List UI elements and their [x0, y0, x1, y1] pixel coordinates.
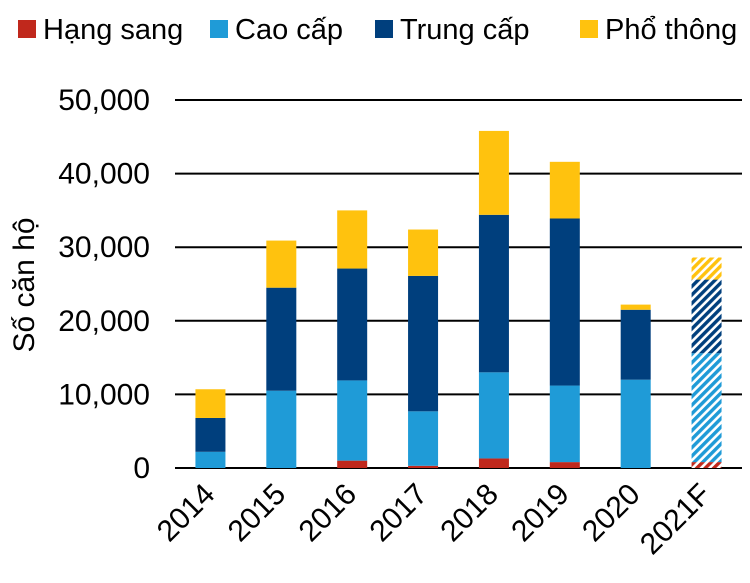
bar-hang-sang-2017	[408, 465, 439, 468]
bar-trung-cap-2017	[408, 275, 439, 412]
bar-trung-cap-2015	[266, 287, 297, 391]
legend-swatch-cao-cap	[210, 20, 228, 38]
gridlines	[175, 99, 742, 469]
legend-label-trung-cap: Trung cấp	[400, 14, 530, 46]
bar-cao-cap-2020	[620, 379, 651, 468]
bar-pho-thong-2014	[195, 389, 226, 418]
bar-hang-sang-2021f	[691, 462, 722, 468]
y-tick-label: 40,000	[58, 158, 150, 191]
y-tick-label: 0	[133, 452, 150, 485]
bar-pho-thong-2018	[478, 130, 509, 215]
bar-cao-cap-2014	[195, 451, 226, 468]
y-tick-label: 50,000	[58, 84, 150, 117]
legend-swatch-hang-sang	[18, 20, 36, 38]
bar-trung-cap-2018	[478, 214, 509, 373]
y-tick-label: 20,000	[58, 305, 150, 338]
bar-pho-thong-2016	[337, 210, 368, 269]
x-tick-label: 2019	[505, 478, 576, 549]
bar-cao-cap-2016	[337, 380, 368, 461]
bar-cao-cap-2019	[549, 385, 580, 463]
x-tick-label: 2018	[434, 478, 505, 549]
bar-trung-cap-2021f	[691, 279, 722, 354]
legend-label-pho-thong: Phổ thông	[605, 14, 737, 46]
x-tick-label: 2014	[151, 478, 222, 549]
bar-hang-sang-2019	[549, 462, 580, 468]
y-tick-label: 10,000	[58, 378, 150, 411]
bar-hang-sang-2016	[337, 460, 368, 468]
bar-pho-thong-2020	[620, 304, 651, 310]
x-tick-label: 2016	[293, 478, 364, 549]
bars	[195, 130, 722, 468]
y-tick-label: 30,000	[58, 231, 150, 264]
bar-hang-sang-2018	[478, 458, 509, 468]
y-axis-label: Số căn hộ	[8, 217, 41, 352]
bar-pho-thong-2017	[408, 229, 439, 276]
legend-label-cao-cap: Cao cấp	[235, 14, 343, 46]
bar-pho-thong-2021f	[691, 257, 722, 280]
legend-swatch-trung-cap	[375, 20, 393, 38]
bar-cao-cap-2017	[408, 411, 439, 466]
x-tick-label: 2015	[222, 478, 293, 549]
y-axis-ticks: 0 10,000 20,000 30,000 40,000 50,000	[58, 84, 150, 485]
x-tick-label: 2021F	[634, 478, 717, 561]
x-tick-label: 2017	[363, 478, 434, 549]
legend: Hạng sang Cao cấp Trung cấp Phổ thông	[18, 14, 737, 46]
bar-trung-cap-2016	[337, 268, 368, 381]
legend-swatch-pho-thong	[580, 20, 598, 38]
bar-trung-cap-2020	[620, 309, 651, 380]
bar-trung-cap-2019	[549, 218, 580, 386]
bar-cao-cap-2015	[266, 390, 297, 468]
legend-label-hang-sang: Hạng sang	[43, 14, 183, 46]
bar-cao-cap-2021f	[691, 353, 722, 463]
bar-cao-cap-2018	[478, 372, 509, 459]
bar-pho-thong-2019	[549, 161, 580, 219]
bar-trung-cap-2014	[195, 417, 226, 452]
bar-pho-thong-2015	[266, 240, 297, 288]
